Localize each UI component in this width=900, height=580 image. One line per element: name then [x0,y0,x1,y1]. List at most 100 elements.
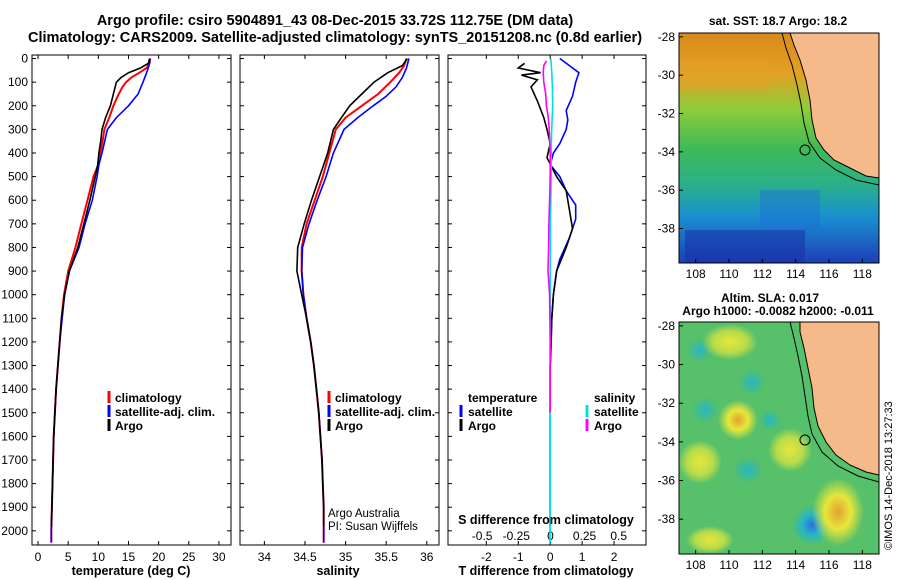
x-tick-label: 1 [579,550,586,564]
legend-climatology: climatology [115,391,182,405]
map-x-tick-label: 116 [819,267,838,281]
map-y-tick-label: -32 [658,107,676,121]
salinity-x-label: salinity [316,564,359,578]
x-tick-label: 34.5 [293,550,317,564]
salinity-plot: 34 34.5 35 35.5 36 [240,55,439,564]
map-x-tick-label: 116 [819,558,838,572]
depth-tick-label: 500 [8,170,28,184]
legend-argo: Argo [115,419,143,433]
x-tick-label: 20 [152,550,166,564]
series-line-satellite-adj-clim- [50,58,151,543]
legend-climatology: climatology [335,391,402,405]
sst-map [679,33,879,263]
legend-s-satellite: satellite [594,405,639,419]
map-y-tick-label: -34 [658,145,676,159]
depth-tick-label: 1400 [1,382,28,396]
temperature-x-label: temperature (deg C) [72,564,191,578]
map-y-tick-label: -38 [658,222,676,236]
note-line2: PI: Susan Wijffels [328,521,418,533]
legend-t-satellite: satellite [468,405,513,419]
difference-panel-frame [447,54,647,546]
map-x-tick-label: 108 [686,558,706,572]
legend-satellite: satellite-adj. clim. [115,405,215,419]
map-x-tick-label: 110 [719,558,738,572]
x-tick-label: 2 [611,550,618,564]
map-y-tick-label: -28 [658,319,676,333]
sst-map-axes: 108 110 112 114 116 118 -28 -30 -32 -34 -36 -38 [658,30,873,281]
map-y-tick-label: -28 [658,30,676,44]
difference-plot: -2 -1 0 1 2-0.5 -0.25 0 0.25 0.5 [448,55,646,564]
depth-tick-label: 200 [8,99,28,113]
legend-temperature-header: temperature [468,391,538,405]
map-y-tick-label: -36 [658,474,676,488]
map-x-tick-label: 108 [686,267,706,281]
depth-tick-label: 100 [8,75,28,89]
x-tick-label: 34 [258,550,272,564]
depth-tick-label: 600 [8,193,28,207]
x-tick-label: 30 [212,550,226,564]
top-x-tick-label: -0.5 [472,529,493,543]
temperature-legend: climatology satellite-adj. clim. Argo [107,391,215,433]
x-tick-label: -2 [481,550,492,564]
depth-tick-label: 1200 [1,335,28,349]
legend-t-argo: Argo [468,419,496,433]
salinity-panel-frame [239,54,440,546]
map-y-tick-label: -30 [658,358,676,372]
depth-tick-label: 800 [8,240,28,254]
depth-tick-label: 400 [8,146,28,160]
x-tick-label: 35 [339,550,353,564]
depth-tick-label: 700 [8,217,28,231]
argo-position-marker [799,144,811,156]
top-x-tick-label: -0.25 [503,529,531,543]
series-line-climatology [300,58,408,543]
depth-tick-label: 1600 [1,429,28,443]
depth-tick-label: 300 [8,122,28,136]
sla-map [679,322,879,554]
map2-title1: Altim. SLA: 0.017 [721,291,819,305]
depth-tick-label: 1100 [2,311,28,325]
map-x-tick-label: 118 [853,558,872,572]
legend-satellite: satellite-adj. clim. [335,405,435,419]
depth-tick-label: 1700 [1,453,28,467]
x-tick-label: 0 [547,550,554,564]
depth-tick-label: 900 [8,264,28,278]
x-tick-label: 35.5 [375,550,399,564]
map-x-tick-label: 114 [786,267,805,281]
salinity-legend: climatology satellite-adj. clim. Argo [327,391,435,433]
map2-title2: Argo h1000: -0.0082 h2000: -0.011 [682,304,874,318]
map-x-tick-label: 112 [753,558,772,572]
depth-tick-label: 2000 [1,524,28,538]
series-line-argo [296,58,408,527]
temperature-panel-frame [31,54,232,546]
legend-salinity-header: salinity [594,391,636,405]
map-x-tick-label: 110 [719,267,738,281]
sla-map-frame [678,321,880,555]
map-y-tick-label: -32 [658,396,676,410]
map-x-tick-label: 118 [853,267,872,281]
x-tick-label: 5 [65,550,72,564]
x-tick-label: -1 [513,550,524,564]
depth-tick-label: 1300 [1,359,28,373]
series-line-satellite-adj-clim- [300,58,410,543]
plot-title-line1: Argo profile: csiro 5904891_43 08-Dec-20… [96,13,574,29]
series-line-climatology [50,58,152,543]
top-x-tick-label: 0.5 [610,529,627,543]
legend-argo: Argo [335,419,363,433]
depth-axis: 0 100 200 300 400 500 600 700 800 900 1000 1100 1200… [1,52,28,538]
difference-top-label: S difference from climatology [458,513,634,527]
map-y-tick-label: -34 [658,435,676,449]
series-line-s-argo [542,60,551,413]
map-y-tick-label: -30 [658,68,676,82]
plot-title-line2: Climatology: CARS2009. Satellite-adjuste… [27,30,643,46]
depth-tick-label: 1500 [1,406,28,420]
temperature-plot: 0 5 10 15 20 25 30 [32,55,231,564]
x-tick-label: 36 [420,550,434,564]
map-x-tick-label: 114 [786,558,805,572]
sst-map-frame [678,32,880,264]
top-x-tick-label: 0.25 [573,529,597,543]
series-line-argo [50,58,151,527]
argo-position-marker [799,434,811,446]
legend-s-argo: Argo [594,419,622,433]
x-tick-label: 15 [122,550,136,564]
